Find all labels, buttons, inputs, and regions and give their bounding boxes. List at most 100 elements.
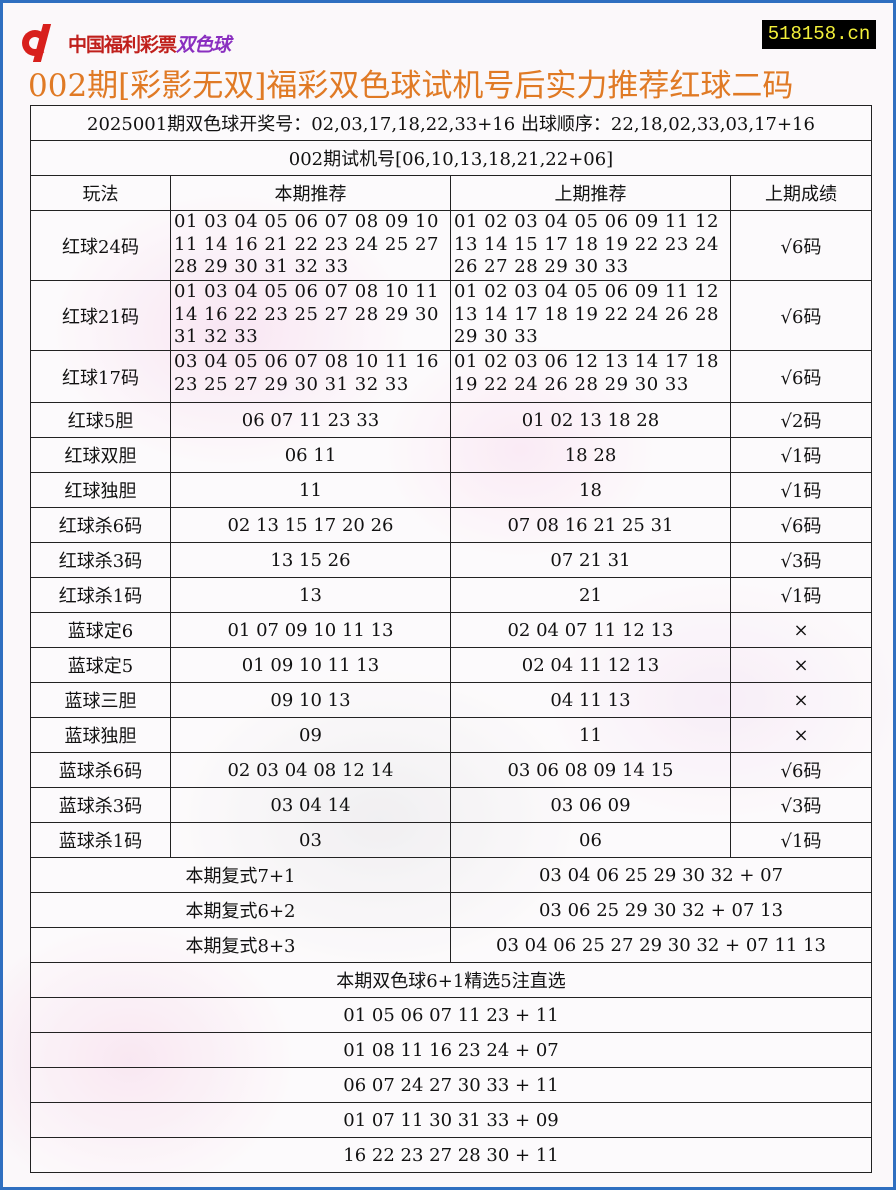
column-header: 上期成绩: [730, 175, 872, 211]
table-row: 红球24码 01 03 04 05 06 07 08 09 10 11 14 16…: [30, 210, 872, 281]
previous-result: ×: [730, 717, 872, 753]
previous-recommendation: 07 21 31: [450, 542, 731, 578]
pick-row: 01 08 11 16 23 24 + 07: [30, 1032, 872, 1068]
current-recommendation: 06 11: [170, 437, 451, 473]
recommendation-table: 2025001期双色球开奖号：02,03,17,18,22,33+16 出球顺序…: [30, 105, 872, 1173]
previous-result: √2码: [730, 402, 872, 438]
fushi-row: 本期复式8+3 03 04 06 25 27 29 30 32 + 07 11 1…: [30, 927, 872, 963]
table-row: 蓝球定5 01 09 10 11 13 02 04 11 12 13 ×: [30, 647, 872, 683]
previous-result: ×: [730, 612, 872, 648]
previous-result: √1码: [730, 472, 872, 508]
table-row: 蓝球三胆 09 10 13 04 11 13 ×: [30, 682, 872, 718]
previous-recommendation: 03 06 08 09 14 15: [450, 752, 731, 788]
table-row: 红球双胆 06 11 18 28 √1码: [30, 437, 872, 473]
table-row: 蓝球定6 01 07 09 10 11 13 02 04 07 11 12 13 ×: [30, 612, 872, 648]
table-row: 红球杀3码 13 15 26 07 21 31 √3码: [30, 542, 872, 578]
fushi-row: 本期复式6+2 03 06 25 29 30 32 + 07 13: [30, 892, 872, 928]
previous-result: √3码: [730, 542, 872, 578]
column-header: 上期推荐: [450, 175, 731, 211]
pick-numbers: 01 05 06 07 11 23 + 11: [30, 997, 872, 1033]
play-type: 红球21码: [30, 280, 171, 351]
current-recommendation: 02 13 15 17 20 26: [170, 507, 451, 543]
play-type: 红球17码: [30, 350, 171, 403]
previous-recommendation: 18: [450, 472, 731, 508]
play-type: 蓝球杀6码: [30, 752, 171, 788]
play-type: 蓝球杀1码: [30, 822, 171, 858]
table-row: 红球杀1码 13 21 √1码: [30, 577, 872, 613]
current-recommendation: 02 03 04 08 12 14: [170, 752, 451, 788]
play-type: 红球5胆: [30, 402, 171, 438]
current-recommendation: 01 03 04 05 06 07 08 09 10 11 14 16 21 2…: [170, 210, 451, 281]
table-row: 蓝球杀3码 03 04 14 03 06 09 √3码: [30, 787, 872, 823]
table-row: 红球17码 03 04 05 06 07 08 10 11 16 23 25 27…: [30, 350, 872, 403]
previous-recommendation: 11: [450, 717, 731, 753]
previous-result: √6码: [730, 350, 872, 403]
table-row: 蓝球独胆 09 11 ×: [30, 717, 872, 753]
play-type: 蓝球定5: [30, 647, 171, 683]
play-type: 红球杀3码: [30, 542, 171, 578]
play-type: 红球24码: [30, 210, 171, 281]
pick-numbers: 01 08 11 16 23 24 + 07: [30, 1032, 872, 1068]
logo-text: 中国福利彩票双色球: [68, 33, 231, 56]
play-type: 红球双胆: [30, 437, 171, 473]
play-type: 红球杀6码: [30, 507, 171, 543]
previous-recommendation: 02 04 11 12 13: [450, 647, 731, 683]
previous-recommendation: 03 06 09: [450, 787, 731, 823]
current-recommendation: 13 15 26: [170, 542, 451, 578]
fushi-label: 本期复式6+2: [30, 892, 451, 928]
previous-recommendation: 01 02 03 04 05 06 09 11 12 13 14 15 17 1…: [450, 210, 731, 281]
previous-recommendation: 01 02 03 06 12 13 14 17 18 19 22 24 26 2…: [450, 350, 731, 403]
previous-result: ×: [730, 647, 872, 683]
fushi-label: 本期复式8+3: [30, 927, 451, 963]
logo-icon: [20, 24, 62, 62]
page-title: 002期[彩影无双]福彩双色球试机号后实力推荐红球二码: [28, 68, 794, 104]
previous-recommendation: 04 11 13: [450, 682, 731, 718]
current-recommendation: 06 07 11 23 33: [170, 402, 451, 438]
previous-result: √1码: [730, 577, 872, 613]
previous-recommendation: 21: [450, 577, 731, 613]
column-header: 玩法: [30, 175, 171, 211]
previous-recommendation: 07 08 16 21 25 31: [450, 507, 731, 543]
table-row: 蓝球杀6码 02 03 04 08 12 14 03 06 08 09 14 15 √…: [30, 752, 872, 788]
play-type: 蓝球定6: [30, 612, 171, 648]
current-recommendation: 13: [170, 577, 451, 613]
current-recommendation: 03: [170, 822, 451, 858]
play-type: 蓝球独胆: [30, 717, 171, 753]
table-row: 红球21码 01 03 04 05 06 07 08 10 11 14 16 22…: [30, 280, 872, 351]
current-recommendation: 01 09 10 11 13: [170, 647, 451, 683]
fushi-row: 本期复式7+1 03 04 06 25 29 30 32 + 07: [30, 857, 872, 893]
pick-row: 06 07 24 27 30 33 + 11: [30, 1067, 872, 1103]
play-type: 红球独胆: [30, 472, 171, 508]
draw-info: 2025001期双色球开奖号：02,03,17,18,22,33+16 出球顺序…: [30, 105, 872, 141]
current-recommendation: 01 03 04 05 06 07 08 10 11 14 16 22 23 2…: [170, 280, 451, 351]
play-type: 蓝球三胆: [30, 682, 171, 718]
current-recommendation: 09: [170, 717, 451, 753]
fushi-numbers: 03 04 06 25 29 30 32 + 07: [450, 857, 872, 893]
column-header: 本期推荐: [170, 175, 451, 211]
previous-recommendation: 18 28: [450, 437, 731, 473]
current-recommendation: 03 04 14: [170, 787, 451, 823]
previous-recommendation: 02 04 07 11 12 13: [450, 612, 731, 648]
current-recommendation: 03 04 05 06 07 08 10 11 16 23 25 27 29 3…: [170, 350, 451, 403]
pick-numbers: 01 07 11 30 31 33 + 09: [30, 1102, 872, 1138]
previous-result: √1码: [730, 822, 872, 858]
pick-row: 01 05 06 07 11 23 + 11: [30, 997, 872, 1033]
previous-result: √6码: [730, 280, 872, 351]
previous-recommendation: 01 02 03 04 05 06 09 11 12 13 14 17 18 1…: [450, 280, 731, 351]
previous-result: ×: [730, 682, 872, 718]
site-badge: 518158.cn: [762, 20, 876, 49]
previous-recommendation: 06: [450, 822, 731, 858]
trial-number: 002期试机号[06,10,13,18,21,22+06]: [30, 140, 872, 176]
table-row: 红球5胆 06 07 11 23 33 01 02 13 18 28 √2码: [30, 402, 872, 438]
previous-result: √6码: [730, 210, 872, 281]
picks-title: 本期双色球6+1精选5注直选: [30, 962, 872, 998]
fushi-numbers: 03 04 06 25 27 29 30 32 + 07 11 13: [450, 927, 872, 963]
previous-result: √3码: [730, 787, 872, 823]
previous-recommendation: 01 02 13 18 28: [450, 402, 731, 438]
pick-numbers: 16 22 23 27 28 30 + 11: [30, 1137, 872, 1173]
table-row: 红球独胆 11 18 √1码: [30, 472, 872, 508]
fushi-label: 本期复式7+1: [30, 857, 451, 893]
current-recommendation: 01 07 09 10 11 13: [170, 612, 451, 648]
current-recommendation: 11: [170, 472, 451, 508]
play-type: 蓝球杀3码: [30, 787, 171, 823]
